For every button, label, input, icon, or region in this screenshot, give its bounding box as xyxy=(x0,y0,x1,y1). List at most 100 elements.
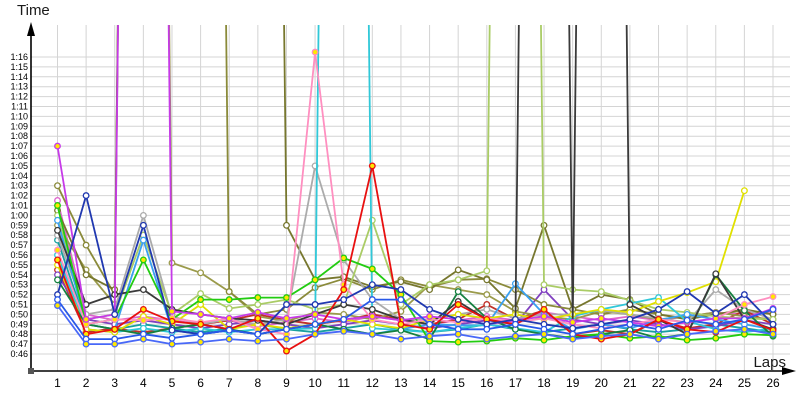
series-olive-marker xyxy=(225,288,233,296)
series-red-marker xyxy=(54,256,61,264)
series-darkgreen-marker xyxy=(454,288,462,296)
series-blue-marker xyxy=(283,325,290,333)
x-tick-label: 13 xyxy=(394,376,408,390)
series-pink-line xyxy=(56,51,774,336)
y-tick-label: 1:13 xyxy=(10,82,28,92)
gridlines xyxy=(31,25,790,371)
x-tick-label: 22 xyxy=(652,376,666,390)
series-darkgreen-marker xyxy=(397,326,405,334)
y-tick-label: 0:50 xyxy=(10,309,28,319)
series-blue-marker xyxy=(655,325,662,333)
series-navy-marker xyxy=(712,309,720,317)
series-violet-marker xyxy=(311,310,319,318)
series-darkgreen-marker xyxy=(54,276,61,284)
series-blue-marker xyxy=(511,320,519,328)
series-gray-marker xyxy=(483,305,491,313)
y-tick-label: 1:11 xyxy=(11,102,28,112)
series-red-marker xyxy=(139,305,147,313)
series-violet-line xyxy=(56,25,774,328)
series-lightgreen-marker xyxy=(597,288,605,296)
y-tick-label: 1:03 xyxy=(10,181,28,191)
x-tick-label: 10 xyxy=(308,376,322,390)
series-green-marker xyxy=(712,334,720,342)
series-violet-marker xyxy=(597,314,605,322)
series-green-marker xyxy=(368,265,376,273)
series-violet-marker xyxy=(168,307,176,315)
axis-origin-square xyxy=(28,368,34,374)
x-tick-label: 8 xyxy=(254,376,261,390)
series-red-marker xyxy=(197,320,205,328)
series-pink-marker xyxy=(769,293,777,301)
y-tick-label: 1:09 xyxy=(10,121,28,131)
series-navy-marker xyxy=(111,310,119,318)
series-violet-marker xyxy=(197,310,205,318)
series-royal-marker xyxy=(712,327,720,335)
series-blue-marker xyxy=(54,296,61,304)
y-tick-label: 1:14 xyxy=(10,72,28,82)
series-lightgreen-marker xyxy=(454,276,462,284)
series-red-marker xyxy=(111,325,119,333)
series-royal-marker xyxy=(168,340,176,348)
series-red-marker xyxy=(397,320,405,328)
y-tick-label: 1:04 xyxy=(10,171,28,181)
series-olive-line xyxy=(56,25,774,320)
x-tick-label: 21 xyxy=(623,376,637,390)
series-blue-marker xyxy=(426,320,434,328)
y-tick-label: 1:02 xyxy=(10,191,28,201)
series-royal-marker xyxy=(426,332,434,340)
series-lightgreen-line xyxy=(56,25,774,321)
series-blue-marker xyxy=(225,326,233,334)
series-blue-marker xyxy=(197,330,205,338)
series-red-marker xyxy=(540,305,548,313)
series-royal-marker xyxy=(139,335,147,343)
y-tick-label: 0:48 xyxy=(10,329,28,339)
series-royal-marker xyxy=(511,332,519,340)
series-blue-marker xyxy=(397,296,405,304)
series-blue-marker xyxy=(597,325,605,333)
axes xyxy=(27,22,796,375)
y-tick-label: 1:06 xyxy=(10,151,28,161)
series-royal-marker xyxy=(655,335,662,343)
y-tick-label: 0:47 xyxy=(10,339,28,349)
series-olive-marker xyxy=(54,182,61,190)
y-tick-label: 1:15 xyxy=(10,62,28,72)
series-navy-marker xyxy=(82,192,90,200)
x-tick-label: 18 xyxy=(537,376,551,390)
series-khaki-marker xyxy=(283,221,290,229)
series-green-marker xyxy=(54,202,61,209)
series-green-marker xyxy=(254,294,262,302)
y-tick-label: 0:59 xyxy=(10,220,28,230)
series-yellow-marker xyxy=(626,308,634,316)
series-blue-marker xyxy=(483,325,491,333)
series-gray-marker xyxy=(712,286,720,294)
series-yellow-marker xyxy=(655,298,662,305)
series-black-marker xyxy=(712,270,720,278)
x-tick-label: 7 xyxy=(226,376,233,390)
x-tick-label: 20 xyxy=(595,376,609,390)
series-darkkhaki-marker xyxy=(197,269,205,277)
series-royal-marker xyxy=(483,335,491,343)
series-royal-marker xyxy=(740,325,748,333)
series-khaki-marker xyxy=(483,276,491,284)
series-lightgreen-marker xyxy=(483,267,491,275)
series-khaki-marker xyxy=(454,266,462,274)
series-royal-marker xyxy=(683,330,691,338)
series-navy-marker xyxy=(168,326,176,334)
series-green-marker xyxy=(283,294,290,302)
series-green-marker xyxy=(683,336,691,344)
series-red-marker xyxy=(368,162,376,170)
series-violet-marker xyxy=(225,314,233,322)
series-blue-marker xyxy=(712,320,720,328)
series-navy-marker xyxy=(340,296,348,304)
series-khaki-line xyxy=(56,25,774,321)
series-navy-marker xyxy=(740,291,748,299)
x-axis-title: Laps xyxy=(753,354,786,371)
series-red-marker xyxy=(283,347,290,355)
series-cyan-marker xyxy=(139,324,147,332)
series-yellow-marker xyxy=(740,187,748,195)
y-tick-label: 0:55 xyxy=(10,260,28,270)
x-tick-label: 15 xyxy=(452,376,466,390)
x-tick-label: 11 xyxy=(337,376,350,390)
series-blue-marker xyxy=(368,296,376,304)
